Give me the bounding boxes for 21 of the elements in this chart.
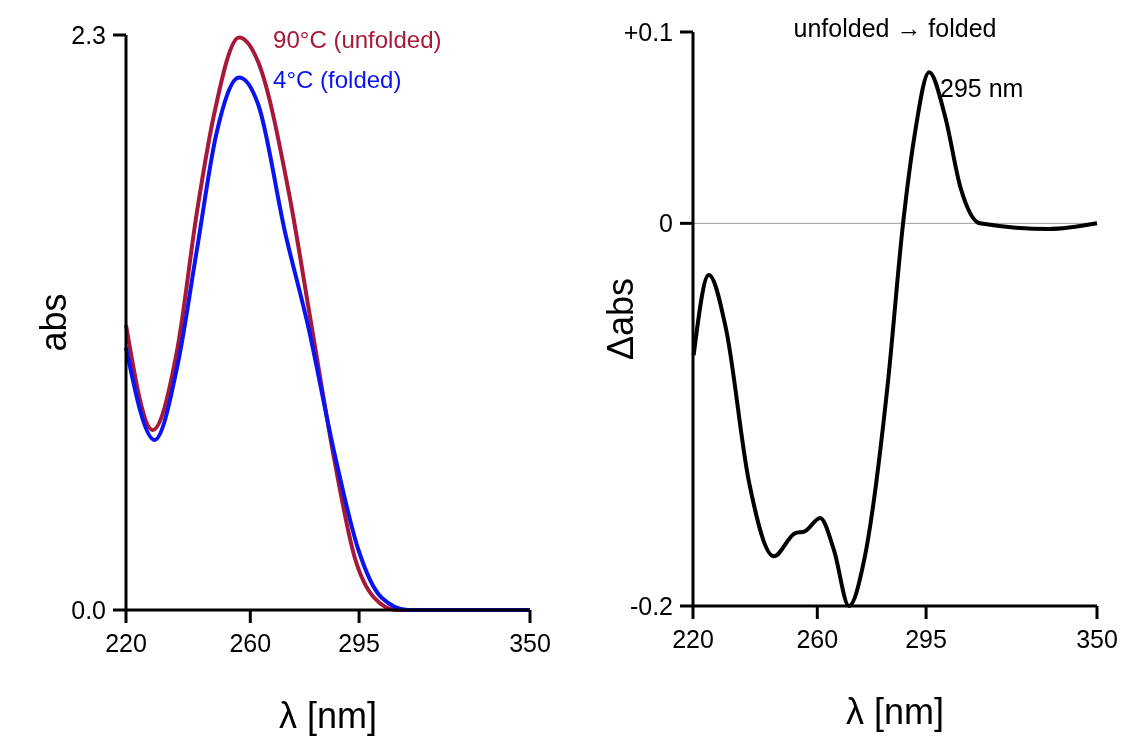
x-tick-label: 220 bbox=[105, 629, 147, 657]
y-tick-label: +0.1 bbox=[623, 18, 673, 46]
chart-title: unfolded → folded bbox=[793, 14, 997, 42]
y-tick-label: 0 bbox=[659, 209, 673, 238]
x-tick-label: 350 bbox=[1076, 625, 1118, 653]
y-tick-label: 2.3 bbox=[71, 21, 106, 49]
x-axis-title: λ [nm] bbox=[278, 695, 378, 736]
x-tick-label: 220 bbox=[672, 625, 714, 653]
x-tick-label: 260 bbox=[229, 629, 272, 657]
y-tick-label: -0.2 bbox=[629, 592, 673, 620]
x-axis-title: λ [nm] bbox=[845, 691, 945, 732]
y-tick-label: 0.0 bbox=[71, 596, 106, 624]
annotation: 295 nm bbox=[940, 74, 1024, 103]
x-tick-label: 260 bbox=[796, 625, 839, 653]
series-label: 90°C (unfolded) bbox=[273, 25, 442, 53]
x-tick-label: 295 bbox=[905, 625, 947, 653]
x-tick-label: 295 bbox=[338, 629, 380, 657]
y-axis-title: abs bbox=[33, 293, 74, 352]
series-label: 4°C (folded) bbox=[273, 65, 402, 93]
y-axis-title: Δabs bbox=[600, 277, 641, 361]
x-tick-label: 350 bbox=[509, 629, 551, 657]
